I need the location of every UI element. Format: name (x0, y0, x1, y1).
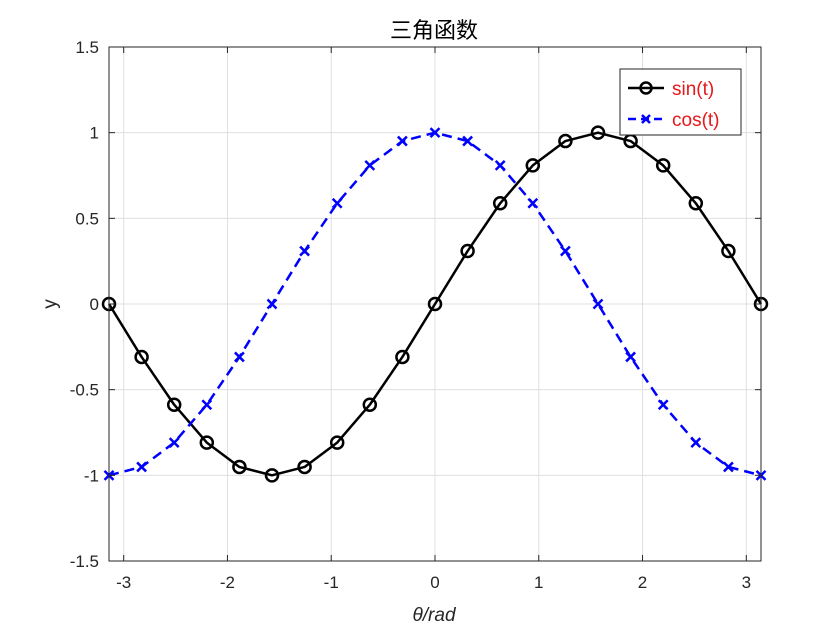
data-point-cos (657, 399, 669, 411)
y-tick-label: -1 (84, 466, 99, 485)
data-point-sin (721, 243, 736, 259)
data-point-cos (690, 437, 702, 448)
data-point-cos (234, 351, 245, 363)
data-point-sin (688, 196, 704, 211)
data-point-cos (527, 197, 539, 209)
data-point-sin (427, 296, 443, 312)
data-point-sin (297, 459, 312, 475)
data-point-cos (397, 135, 408, 147)
y-tick-label: 0 (90, 295, 99, 314)
data-point-cos (331, 197, 343, 209)
y-tick-label: 0.5 (75, 209, 99, 228)
series-line-0 (107, 131, 763, 477)
x-tick-label: -3 (116, 573, 131, 592)
data-point-cos (136, 461, 147, 473)
data-point-cos (592, 298, 604, 310)
data-point-cos (168, 437, 180, 448)
legend-cos-marker (641, 114, 651, 124)
data-point-cos (723, 461, 734, 473)
data-point-sin (362, 397, 378, 412)
data-point-sin (329, 435, 345, 450)
data-point-sin (460, 243, 475, 259)
data-point-sin (558, 133, 573, 149)
y-tick-label: -0.5 (70, 381, 99, 400)
x-tick-label: 3 (742, 573, 751, 592)
x-tick-label: -1 (324, 573, 339, 592)
chart-title: 三角函数 (390, 19, 478, 44)
x-tick-label: 2 (638, 573, 647, 592)
legend: sin(t) cos(t) (619, 68, 742, 136)
y-tick-label: 1 (90, 124, 99, 143)
data-point-sin (134, 349, 149, 365)
y-tick-label: -1.5 (70, 552, 99, 571)
y-axis-label: y (40, 299, 61, 309)
data-point-sin (525, 158, 541, 173)
data-point-cos (429, 127, 441, 139)
data-point-cos (494, 160, 506, 171)
data-point-cos (364, 160, 376, 171)
data-point-cos (266, 298, 278, 310)
data-point-sin (199, 435, 215, 450)
data-point-cos (462, 135, 473, 147)
data-point-cos (201, 399, 213, 411)
data-point-sin (232, 459, 247, 475)
data-point-cos (560, 245, 571, 257)
y-tick-label: 1.5 (75, 38, 99, 57)
x-tick-label: 0 (430, 573, 439, 592)
data-point-sin (655, 158, 671, 173)
legend-box (619, 68, 742, 136)
data-point-cos (299, 245, 310, 257)
data-point-sin (590, 125, 606, 140)
x-tick-label: 1 (534, 573, 543, 592)
x-axis-label: θ/rad (412, 605, 456, 626)
data-point-sin (166, 397, 182, 412)
data-point-sin (264, 468, 280, 483)
data-point-sin (492, 196, 508, 211)
x-tick-label: -2 (220, 573, 235, 592)
data-point-cos (625, 351, 636, 363)
tick-layer: -3 -2 -1 0 1 2 3 -1.5 -1 -0.5 0 0.5 1 1.5 (70, 38, 761, 592)
legend-sin-label: sin(t) (672, 79, 714, 100)
data-point-sin (395, 349, 410, 365)
legend-sin-marker (639, 81, 653, 95)
series-layer (101, 125, 769, 483)
legend-cos-label: cos(t) (672, 110, 720, 131)
